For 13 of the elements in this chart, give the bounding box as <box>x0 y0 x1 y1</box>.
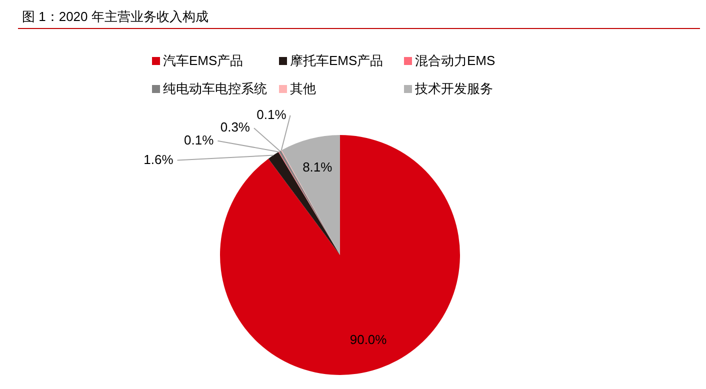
legend-label: 纯电动车电控系统 <box>163 80 267 98</box>
legend-label: 汽车EMS产品 <box>163 52 244 70</box>
data-label: 0.1% <box>184 132 214 148</box>
data-label: 8.1% <box>302 159 333 174</box>
legend-label: 技术开发服务 <box>415 80 493 98</box>
data-label: 1.6% <box>144 152 174 167</box>
legend-label: 摩托车EMS产品 <box>290 52 384 70</box>
chart-title: 图 1：2020 年主营业务收入构成 <box>22 8 208 26</box>
legend-label: 其他 <box>290 80 316 98</box>
data-label: 90.0% <box>350 332 388 348</box>
legend-label: 混合动力EMS <box>415 52 496 70</box>
data-label: 0.3% <box>220 120 250 135</box>
data-label: 0.1% <box>256 106 287 122</box>
